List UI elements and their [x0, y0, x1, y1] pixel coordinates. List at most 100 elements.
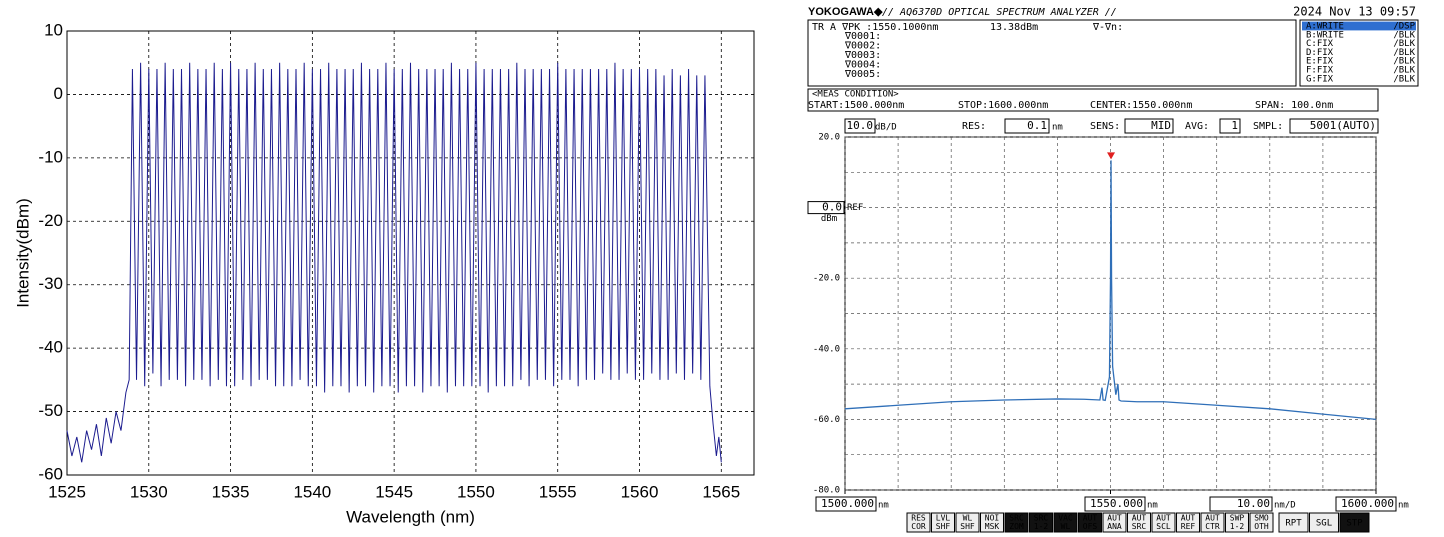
softkey[interactable] — [1127, 512, 1151, 533]
trace-label: A:WRITE — [1306, 22, 1344, 32]
softkey-label: OFS — [1083, 522, 1098, 531]
softkey[interactable] — [1278, 512, 1309, 533]
marker-level: 13.38dBm — [990, 22, 1038, 33]
meas-title: <MEAS CONDITION> — [812, 90, 899, 100]
ref-label: REF — [847, 203, 863, 213]
spectrum-line — [66, 62, 722, 463]
softkey-label: WL — [1061, 522, 1071, 531]
x-label-box — [1335, 496, 1397, 512]
setting-value: 1 — [1231, 119, 1238, 132]
trace-mode: /DSP — [1393, 22, 1415, 32]
softkey-label: VAC — [1058, 514, 1073, 523]
ref-unit: dBm — [821, 214, 837, 224]
softkey[interactable] — [1309, 512, 1339, 533]
y-tick-label: -10 — [38, 147, 63, 166]
peak-marker — [1107, 152, 1116, 160]
softkey-label: NOI — [985, 514, 1000, 523]
x-tick-label: 1530 — [130, 482, 168, 501]
marker-trace: TR A ∇PK :1550.1000nm — [812, 22, 938, 33]
meas-stop: STOP:1600.000nm — [958, 100, 1048, 111]
setting-value: MID — [1151, 119, 1171, 132]
marker-delta: ∇-∇n: — [1092, 22, 1123, 33]
x-tick-label: 1525 — [48, 482, 86, 501]
xscale-unit: nm/D — [1274, 501, 1296, 511]
softkey[interactable] — [931, 512, 955, 533]
softkey-label: 1-2 — [1230, 522, 1245, 531]
trace-mode: /BLK — [1393, 66, 1415, 76]
ref-value: 0.0 — [822, 201, 842, 214]
left-chart: -60 -50 -40 -30 -20 -10 0 10 1525 1530 1535 1540 154… — [13, 20, 755, 526]
trace-label: F:FIX — [1306, 66, 1334, 76]
softkey-label: MSK — [985, 522, 1000, 531]
marker-list-item: ∇0003: — [844, 50, 881, 61]
softkey[interactable] — [1151, 512, 1176, 533]
softkey-label: AUT — [1205, 514, 1220, 523]
setting-box — [1289, 118, 1379, 134]
trace-label: C:FIX — [1306, 39, 1334, 49]
trace-label: E:FIX — [1306, 57, 1334, 67]
spectrum-line — [844, 160, 1377, 421]
softkey[interactable] — [1176, 512, 1200, 533]
x-tick-label: 1540 — [293, 482, 331, 501]
trace-highlight — [1302, 21, 1416, 31]
y-tick-label: -20 — [38, 211, 63, 230]
marker-list-item: ∇0001: — [844, 31, 881, 42]
setting-value: 5001(AUTO) — [1310, 119, 1376, 132]
y-tick-label: -20.0 — [813, 274, 840, 284]
softkey-label: SWP — [1230, 514, 1245, 523]
softkey-label: SCL — [1156, 522, 1171, 531]
trace-mode: /BLK — [1393, 30, 1415, 40]
x-tick-label: 1550.000 — [1090, 497, 1143, 510]
x-tick-label: 1550 — [457, 482, 495, 501]
xscale-box — [1209, 496, 1273, 512]
softkey[interactable] — [1249, 512, 1274, 533]
model: // AQ6370D OPTICAL SPECTRUM ANALYZER // — [882, 7, 1117, 18]
setting-label: SENS: — [1090, 121, 1120, 132]
y-tick-label: -80.0 — [813, 486, 840, 496]
x-label-box — [815, 496, 877, 512]
softkey[interactable] — [1004, 512, 1029, 533]
setting-unit: nm — [1052, 123, 1063, 133]
softkey[interactable] — [1078, 512, 1102, 533]
setting-label: RES: — [962, 121, 986, 132]
softkey[interactable] — [1200, 512, 1225, 533]
setting-box — [844, 118, 876, 134]
y-tick-label: 20.0 — [818, 133, 840, 143]
y-tick-label: -60.0 — [813, 415, 840, 425]
setting-box — [1124, 118, 1174, 134]
datetime: 2024 Nov 13 09:57 — [1293, 5, 1416, 19]
softkey[interactable] — [1029, 512, 1053, 533]
y-tick-label: 10 — [44, 20, 63, 39]
x-tick-label: 1535 — [212, 482, 250, 501]
softkey-label: SRC — [1132, 522, 1147, 531]
softkey-label: CTR — [1205, 522, 1220, 531]
setting-value: 10.0 — [847, 119, 874, 132]
softkey[interactable] — [980, 512, 1004, 533]
trace-label: B:WRITE — [1306, 30, 1344, 40]
trace-mode: /BLK — [1393, 57, 1415, 67]
softkey[interactable] — [955, 512, 980, 533]
setting-label: AVG: — [1185, 121, 1209, 132]
softkey-label: RPT — [1285, 519, 1302, 529]
trace-label: G:FIX — [1306, 74, 1334, 84]
trace-mode: /BLK — [1393, 74, 1415, 84]
softkey-label: AUT — [1107, 514, 1122, 523]
y-tick-label: -40.0 — [813, 344, 840, 354]
ref-box — [807, 201, 845, 215]
x-unit: nm — [1147, 501, 1158, 511]
softkey[interactable] — [1102, 512, 1127, 533]
y-tick-label: -30 — [38, 274, 63, 293]
softkey[interactable] — [906, 512, 931, 533]
softkey[interactable] — [1225, 512, 1249, 533]
marker-list-item: ∇0002: — [844, 41, 881, 52]
x-tick-label: 1600.000 — [1341, 497, 1394, 510]
softkey-label: AUT — [1181, 514, 1196, 523]
softkey-label: SRC — [1009, 514, 1024, 523]
marker-list-item: ∇0005: — [844, 69, 881, 80]
softkey-label: LVL — [936, 514, 951, 523]
softkey-label: SGL — [1316, 519, 1332, 529]
meas-start: START:1500.000nm — [808, 100, 904, 111]
softkey[interactable] — [1053, 512, 1078, 533]
softkey[interactable] — [1339, 512, 1370, 533]
softkey-label: SRC — [1034, 514, 1049, 523]
